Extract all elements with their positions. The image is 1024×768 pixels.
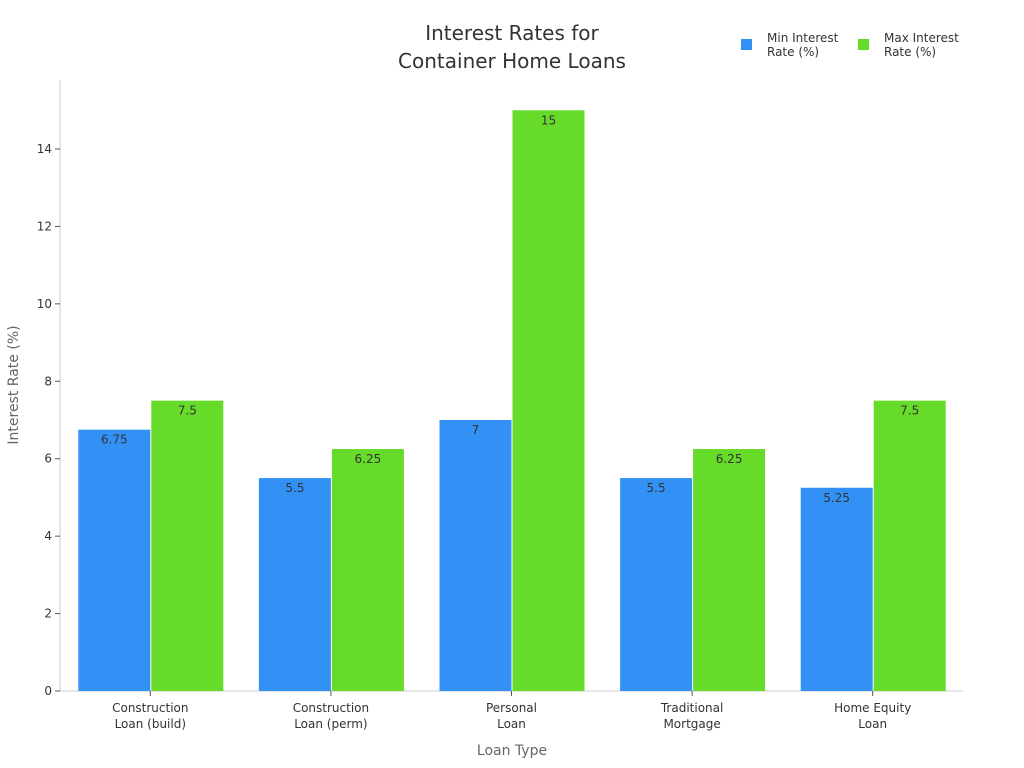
y-tick-label: 0 <box>44 684 52 698</box>
legend-label: Min Interest Rate (%) <box>767 31 839 59</box>
data-label: 6.75 <box>101 433 128 447</box>
bar <box>258 478 331 691</box>
bar <box>78 429 151 691</box>
legend-label: Max Interest Rate (%) <box>884 31 959 59</box>
y-tick-label: 2 <box>44 607 52 621</box>
bar <box>439 420 512 691</box>
data-label: 5.5 <box>647 481 666 495</box>
bar <box>151 400 224 691</box>
chart-title: Interest Rates for Container Home Loans <box>398 21 626 73</box>
legend-swatch <box>858 39 869 50</box>
data-label: 5.25 <box>823 491 850 505</box>
x-tick-label: Traditional Mortgage <box>660 701 723 731</box>
x-tick-label: Construction Loan (build) <box>112 701 188 731</box>
bar <box>331 449 404 691</box>
data-label: 7.5 <box>900 404 919 418</box>
data-label: 5.5 <box>285 481 304 495</box>
y-tick-label: 4 <box>44 529 52 543</box>
data-label: 15 <box>541 113 556 127</box>
bar <box>620 478 693 691</box>
y-tick-label: 6 <box>44 452 52 466</box>
data-label: 7 <box>472 423 480 437</box>
x-tick-label: Home Equity Loan <box>834 701 911 731</box>
y-tick-label: 12 <box>37 219 52 233</box>
bar <box>873 400 946 691</box>
y-tick-label: 14 <box>37 142 52 156</box>
bar <box>512 110 585 692</box>
data-label: 7.5 <box>178 404 197 418</box>
x-axis-label: Loan Type <box>477 743 547 759</box>
y-axis-label: Interest Rate (%) <box>6 325 22 444</box>
x-tick-label: Personal Loan <box>486 701 537 731</box>
data-label: 6.25 <box>355 452 382 466</box>
legend-swatch <box>741 39 752 50</box>
bar <box>800 487 873 691</box>
y-tick-label: 10 <box>37 297 52 311</box>
y-tick-label: 8 <box>44 374 52 388</box>
data-label: 6.25 <box>716 452 743 466</box>
bar <box>693 449 766 691</box>
x-tick-label: Construction Loan (perm) <box>293 701 369 731</box>
